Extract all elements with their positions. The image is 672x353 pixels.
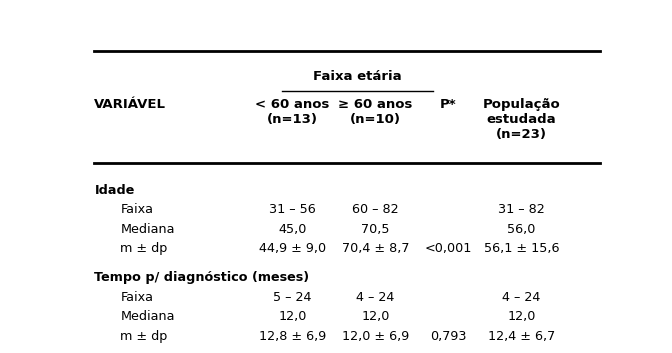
Text: P*: P* xyxy=(440,98,457,111)
Text: 12,0: 12,0 xyxy=(362,310,390,323)
Text: 4 – 24: 4 – 24 xyxy=(356,291,395,304)
Text: 0,793: 0,793 xyxy=(430,330,467,343)
Text: 12,0 ± 6,9: 12,0 ± 6,9 xyxy=(342,330,409,343)
Text: < 60 anos
(n=13): < 60 anos (n=13) xyxy=(255,98,329,126)
Text: 56,1 ± 15,6: 56,1 ± 15,6 xyxy=(484,243,559,256)
Text: 12,0: 12,0 xyxy=(507,310,536,323)
Text: 4 – 24: 4 – 24 xyxy=(502,291,541,304)
Text: 56,0: 56,0 xyxy=(507,223,536,236)
Text: ≥ 60 anos
(n=10): ≥ 60 anos (n=10) xyxy=(339,98,413,126)
Text: 12,0: 12,0 xyxy=(278,310,306,323)
Text: 31 – 82: 31 – 82 xyxy=(498,203,545,216)
Text: 60 – 82: 60 – 82 xyxy=(352,203,399,216)
Text: 44,9 ± 9,0: 44,9 ± 9,0 xyxy=(259,243,326,256)
Text: 5 – 24: 5 – 24 xyxy=(273,291,312,304)
Text: VARIÁVEL: VARIÁVEL xyxy=(94,98,167,111)
Text: Idade: Idade xyxy=(94,184,135,197)
Text: Faixa: Faixa xyxy=(120,203,153,216)
Text: 70,5: 70,5 xyxy=(362,223,390,236)
Text: 45,0: 45,0 xyxy=(278,223,306,236)
Text: População
estudada
(n=23): População estudada (n=23) xyxy=(482,98,560,141)
Text: 70,4 ± 8,7: 70,4 ± 8,7 xyxy=(342,243,409,256)
Text: 12,8 ± 6,9: 12,8 ± 6,9 xyxy=(259,330,326,343)
Text: Tempo p/ diagnóstico (meses): Tempo p/ diagnóstico (meses) xyxy=(94,271,310,284)
Text: Mediana: Mediana xyxy=(120,223,175,236)
Text: <0,001: <0,001 xyxy=(425,243,472,256)
Text: m ± dp: m ± dp xyxy=(120,243,168,256)
Text: 12,4 ± 6,7: 12,4 ± 6,7 xyxy=(488,330,555,343)
Text: Faixa etária: Faixa etária xyxy=(313,70,402,83)
Text: Mediana: Mediana xyxy=(120,310,175,323)
Text: m ± dp: m ± dp xyxy=(120,330,168,343)
Text: 31 – 56: 31 – 56 xyxy=(269,203,316,216)
Text: Faixa: Faixa xyxy=(120,291,153,304)
